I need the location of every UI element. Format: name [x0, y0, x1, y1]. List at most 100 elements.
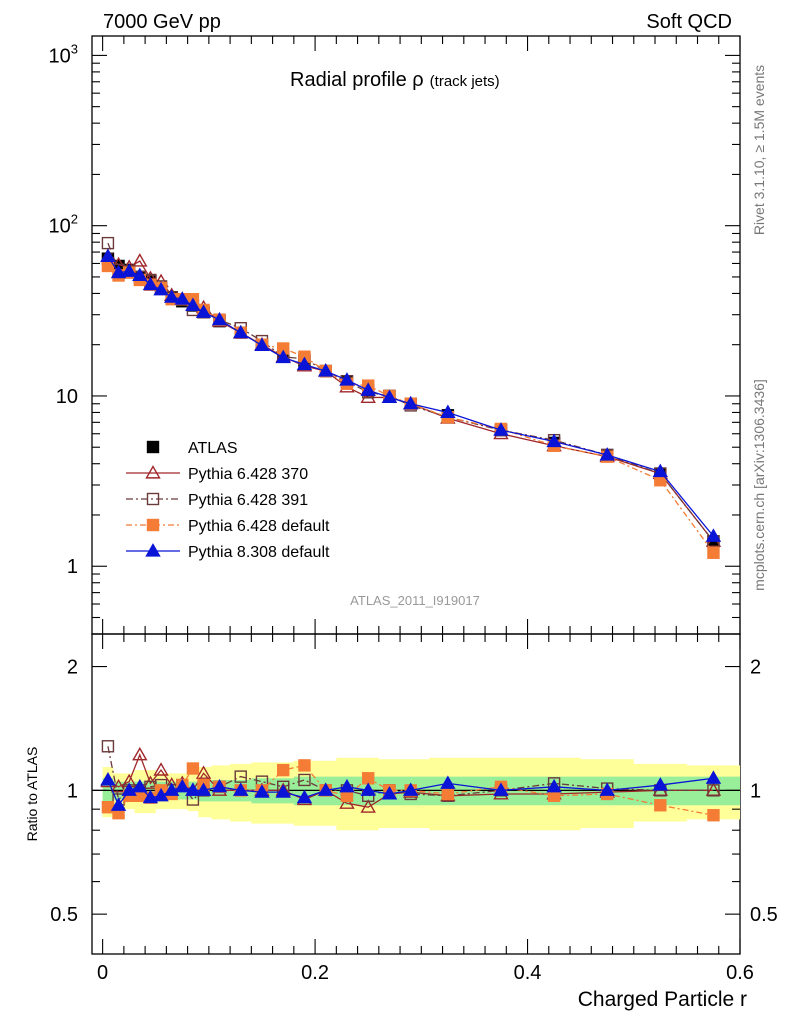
rivet-label: Rivet 3.1.10, ≥ 1.5M events: [751, 65, 767, 235]
ratio-data-point: [599, 782, 615, 796]
ratio-data-point: [142, 789, 159, 804]
data-point: [652, 463, 669, 478]
main-y-tick-exponent: 2: [71, 212, 78, 227]
ratio-data-point: [132, 778, 148, 793]
data-point: [233, 324, 249, 339]
ratio-data-point: [100, 772, 116, 786]
main-title: Radial profile ρ (track jets): [290, 69, 500, 91]
x-tick-label: 0.4: [514, 962, 542, 984]
data-point: [142, 276, 159, 291]
legend-marker: [146, 440, 160, 454]
legend-marker: [146, 518, 160, 532]
legend-label: Pythia 8.308 default: [188, 544, 330, 561]
data-point: [121, 263, 137, 277]
series-pythia-8-308-default: [100, 248, 722, 542]
legend-label: Pythia 6.428 391: [188, 492, 308, 509]
ratio-data-point: [211, 778, 228, 793]
data-point: [360, 382, 376, 396]
main-y-tick-label: 103: [49, 41, 78, 67]
ratio-data-point: [441, 787, 455, 801]
data-point: [195, 304, 212, 318]
main-title-suffix: (track jets): [430, 73, 500, 90]
ratio-data-point: [101, 740, 115, 753]
data-point: [211, 311, 228, 326]
legend-label: Pythia 6.428 370: [188, 466, 308, 483]
data-point: [339, 372, 355, 386]
ratio-data-point: [234, 770, 247, 783]
data-point: [381, 389, 398, 404]
header-left: 7000 GeV pp: [103, 11, 221, 33]
legend-entry: ATLAS: [146, 440, 238, 457]
legend-marker: [145, 543, 161, 557]
legend-label: ATLAS: [188, 440, 238, 457]
ratio-y-tick-label: 1: [67, 780, 78, 802]
ratio-data-point: [233, 782, 249, 796]
ratio-data-point: [339, 778, 355, 793]
ratio-data-point: [360, 782, 376, 796]
ratio-y-label: Ratio to ATLAS: [24, 747, 40, 842]
ratio-data-point: [361, 772, 375, 785]
data-point: [546, 433, 562, 448]
legend-label: Pythia 6.428 default: [188, 518, 330, 535]
ratio-data-point: [174, 778, 191, 793]
header-right: Soft QCD: [646, 11, 732, 33]
legend: ATLAS Pythia 6.428 370 Pythia 6.428 391 Pyt…: [126, 440, 330, 561]
x-tick-label: 0.6: [726, 962, 754, 984]
legend-entry: Pythia 6.428 370: [126, 465, 308, 483]
data-point: [296, 356, 313, 371]
data-point: [317, 363, 334, 377]
ratio-data-point: [110, 797, 127, 811]
ratio-x-ticks: 0 0.2 0.4 0.6: [97, 634, 754, 984]
data-point: [440, 404, 456, 419]
ratio-data-point: [705, 770, 722, 784]
main-y-tick-label: 10: [56, 386, 78, 408]
data-point: [185, 297, 201, 312]
main-panel: 1 10 102 103 Radial profile ρ (track jets) A…: [49, 35, 741, 635]
ratio-data-point: [546, 778, 562, 793]
data-point: [100, 248, 116, 262]
data-point: [599, 447, 615, 461]
legend-marker: [145, 465, 161, 479]
ratio-data-point: [195, 765, 212, 779]
ratio-data-point: [254, 784, 270, 798]
legend-marker: [146, 492, 160, 506]
data-point: [360, 389, 376, 404]
main-y-ticks: 1 10 102 103: [49, 41, 740, 635]
main-y-tick-label: 102: [49, 212, 78, 238]
main-y-tick-label: 1: [67, 556, 78, 578]
ratio-data-point: [360, 799, 376, 813]
legend-entry: Pythia 6.428 391: [126, 492, 308, 509]
data-point: [132, 253, 148, 267]
data-point: [402, 395, 419, 410]
x-tick-label: 0.2: [301, 962, 329, 984]
ratio-data-point: [440, 775, 456, 789]
ratio-data-point: [298, 759, 311, 772]
legend-entry: Pythia 8.308 default: [126, 543, 330, 561]
mcplots-label: mcplots.cern.ch [arXiv:1306.3436]: [751, 379, 767, 591]
ratio-y-tick-label: 0.5: [50, 904, 78, 926]
ratio-data-point: [402, 782, 419, 796]
ratio-data-point: [186, 762, 200, 775]
data-point: [132, 267, 148, 282]
data-point: [110, 264, 127, 279]
ratio-data-point: [654, 799, 667, 812]
main-x-ticks: [102, 36, 741, 634]
ratio-data-point: [339, 795, 355, 809]
data-point: [493, 422, 509, 436]
ratio-data-point: [142, 775, 159, 789]
ratio-y-tick-label-right: 1: [750, 780, 761, 802]
ratio-data-point: [296, 789, 313, 804]
data-point: [153, 281, 169, 296]
ratio-data-point: [707, 809, 720, 822]
ratio-panel: 0.5 0.5 1 1 2 2 0 0.2 0.4 0.6 Ratio to ATLAS Cha…: [24, 633, 778, 1011]
x-axis-label: Charged Particle r: [578, 988, 747, 1011]
ratio-data-point: [707, 784, 720, 797]
ratio-y-tick-label-right: 2: [750, 657, 761, 679]
data-point: [705, 528, 722, 542]
data-point: [275, 349, 291, 364]
ratio-y-tick-label: 2: [67, 657, 78, 679]
ratio-data-point: [317, 782, 334, 796]
legend-entry: Pythia 6.428 default: [126, 518, 330, 535]
ratio-y-tick-label-right: 0.5: [750, 904, 778, 926]
